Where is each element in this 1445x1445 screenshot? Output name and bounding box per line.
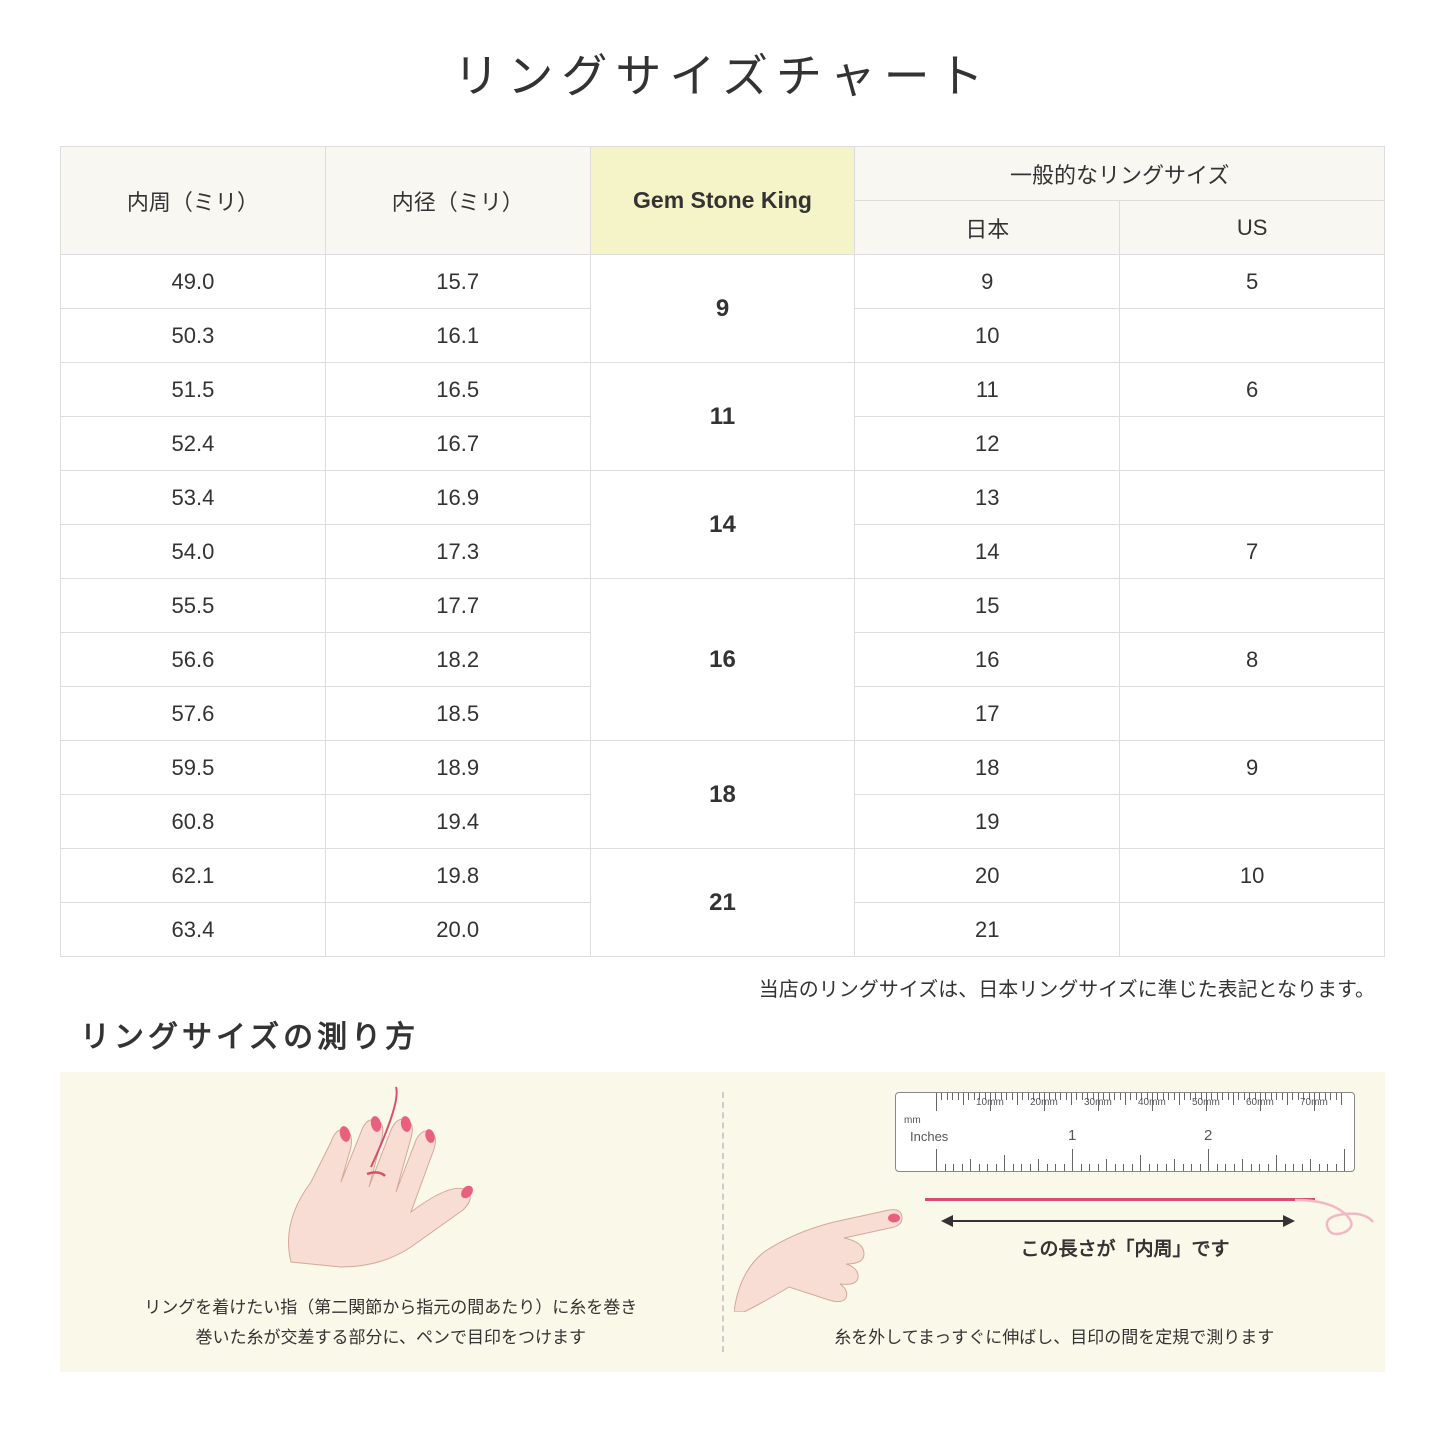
- cell-diameter: 18.2: [325, 633, 590, 687]
- cell-circumference: 57.6: [61, 687, 326, 741]
- cell-circumference: 52.4: [61, 417, 326, 471]
- hand-point-icon: [734, 1182, 904, 1312]
- cell-diameter: 16.1: [325, 309, 590, 363]
- cell-japan: 9: [855, 255, 1120, 309]
- ruler-graphic: mm Inches 10mm20mm30mm40mm50mm60mm70mm12…: [895, 1092, 1355, 1172]
- cell-us: [1120, 579, 1385, 633]
- cell-us: [1120, 417, 1385, 471]
- cell-circumference: 56.6: [61, 633, 326, 687]
- cell-gsk: 18: [590, 741, 855, 849]
- cell-us: 8: [1120, 633, 1385, 687]
- cell-us: [1120, 687, 1385, 741]
- cell-japan: 12: [855, 417, 1120, 471]
- cell-diameter: 16.9: [325, 471, 590, 525]
- cell-us: 7: [1120, 525, 1385, 579]
- cell-diameter: 18.9: [325, 741, 590, 795]
- measurement-arrow: [943, 1220, 1293, 1222]
- cell-us: 10: [1120, 849, 1385, 903]
- cell-circumference: 49.0: [61, 255, 326, 309]
- cell-circumference: 55.5: [61, 579, 326, 633]
- cell-diameter: 15.7: [325, 255, 590, 309]
- table-row: 49.015.7995: [61, 255, 1385, 309]
- col-general: 一般的なリングサイズ: [855, 147, 1385, 201]
- cell-gsk: 21: [590, 849, 855, 957]
- cell-diameter: 17.7: [325, 579, 590, 633]
- cell-diameter: 19.8: [325, 849, 590, 903]
- guide-title: リングサイズの測り方: [80, 1012, 1385, 1056]
- cell-diameter: 20.0: [325, 903, 590, 957]
- cell-japan: 18: [855, 741, 1120, 795]
- cell-japan: 15: [855, 579, 1120, 633]
- cell-us: 6: [1120, 363, 1385, 417]
- cell-japan: 13: [855, 471, 1120, 525]
- arrow-label: この長さが「内周」です: [895, 1234, 1355, 1261]
- cell-gsk: 11: [590, 363, 855, 471]
- table-note: 当店のリングサイズは、日本リングサイズに準じた表記となります。: [60, 973, 1385, 1002]
- col-japan: 日本: [855, 201, 1120, 255]
- thread-line: [925, 1198, 1315, 1201]
- cell-circumference: 51.5: [61, 363, 326, 417]
- cell-us: 5: [1120, 255, 1385, 309]
- cell-us: [1120, 309, 1385, 363]
- guide-step-2-text: 糸を外してまっすぐに伸ばし、目印の間を定規で測ります: [724, 1323, 1386, 1354]
- cell-japan: 16: [855, 633, 1120, 687]
- cell-circumference: 60.8: [61, 795, 326, 849]
- cell-diameter: 17.3: [325, 525, 590, 579]
- hand-wrap-icon: [251, 1082, 531, 1272]
- col-us: US: [1120, 201, 1385, 255]
- cell-japan: 10: [855, 309, 1120, 363]
- cell-diameter: 16.5: [325, 363, 590, 417]
- cell-us: 9: [1120, 741, 1385, 795]
- cell-japan: 19: [855, 795, 1120, 849]
- guide-step-2: mm Inches 10mm20mm30mm40mm50mm60mm70mm12…: [724, 1072, 1386, 1372]
- cell-diameter: 16.7: [325, 417, 590, 471]
- col-circumference: 内周（ミリ）: [61, 147, 326, 255]
- cell-japan: 14: [855, 525, 1120, 579]
- cell-gsk: 16: [590, 579, 855, 741]
- cell-circumference: 63.4: [61, 903, 326, 957]
- cell-circumference: 54.0: [61, 525, 326, 579]
- table-row: 53.416.91413: [61, 471, 1385, 525]
- table-row: 59.518.918189: [61, 741, 1385, 795]
- cell-circumference: 50.3: [61, 309, 326, 363]
- cell-japan: 20: [855, 849, 1120, 903]
- col-diameter: 内径（ミリ）: [325, 147, 590, 255]
- measurement-guide: リングを着けたい指（第二関節から指元の間あたり）に糸を巻き 巻いた糸が交差する部…: [60, 1072, 1385, 1372]
- cell-us: [1120, 903, 1385, 957]
- col-gsk: Gem Stone King: [590, 147, 855, 255]
- table-row: 62.119.8212010: [61, 849, 1385, 903]
- cell-circumference: 59.5: [61, 741, 326, 795]
- cell-gsk: 14: [590, 471, 855, 579]
- cell-japan: 11: [855, 363, 1120, 417]
- cell-circumference: 62.1: [61, 849, 326, 903]
- cell-diameter: 19.4: [325, 795, 590, 849]
- page-title: リングサイズチャート: [60, 40, 1385, 106]
- cell-circumference: 53.4: [61, 471, 326, 525]
- table-row: 51.516.511116: [61, 363, 1385, 417]
- guide-step-1-text: リングを着けたい指（第二関節から指元の間あたり）に糸を巻き 巻いた糸が交差する部…: [60, 1293, 722, 1354]
- cell-us: [1120, 795, 1385, 849]
- thread-curl-icon: [1295, 1182, 1375, 1242]
- size-chart-table: 内周（ミリ） 内径（ミリ） Gem Stone King 一般的なリングサイズ …: [60, 146, 1385, 957]
- guide-step-1: リングを着けたい指（第二関節から指元の間あたり）に糸を巻き 巻いた糸が交差する部…: [60, 1072, 722, 1372]
- cell-japan: 21: [855, 903, 1120, 957]
- table-row: 55.517.71615: [61, 579, 1385, 633]
- cell-japan: 17: [855, 687, 1120, 741]
- cell-us: [1120, 471, 1385, 525]
- cell-diameter: 18.5: [325, 687, 590, 741]
- cell-gsk: 9: [590, 255, 855, 363]
